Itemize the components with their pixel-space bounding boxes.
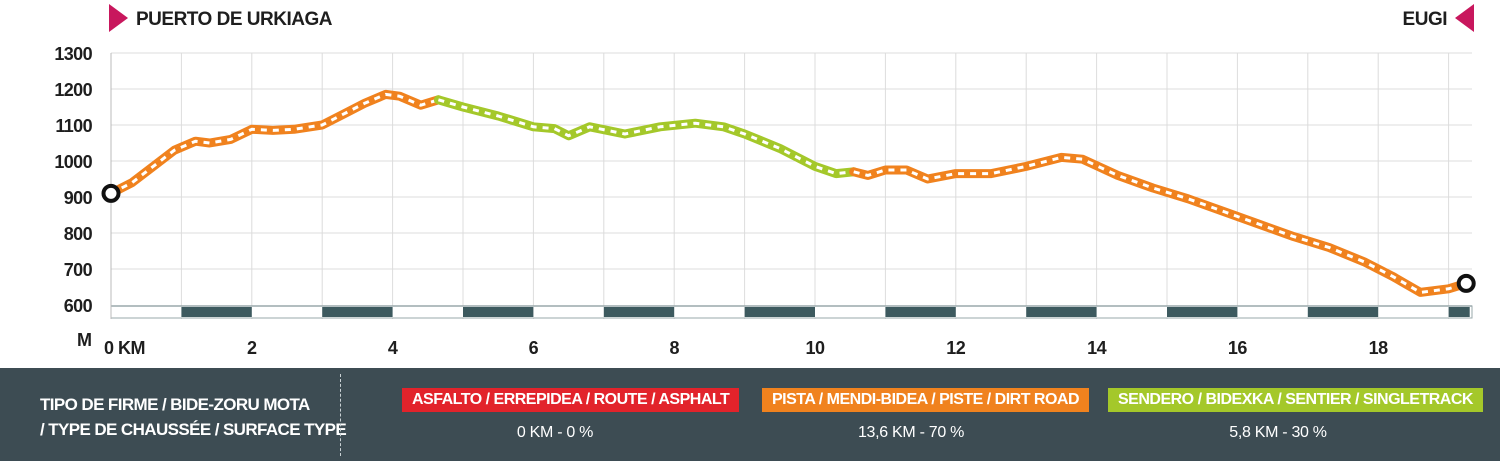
y-tick-label: 1100 — [55, 116, 92, 136]
elevation-chart-svg: 600 700 800 900 1000 1100 1200 1300 M 0 KM 2 4 6 8 10 1… — [54, 4, 1476, 358]
y-tick-label: 600 — [64, 296, 93, 316]
legend-item-dirt-road: PISTA / MENDI-BIDEA / PISTE / DIRT ROAD … — [762, 388, 1090, 442]
surface-band-segment — [463, 307, 534, 317]
end-label: EUGI — [1403, 9, 1448, 30]
surface-band-segment — [885, 307, 956, 317]
x-tick-label: 6 — [529, 338, 539, 358]
legend-item-asphalt: ASFALTO / ERREPIDEA / ROUTE / ASPHALT 0 … — [402, 388, 740, 442]
singletrack-stat: 5,8 KM - 30 % — [1229, 424, 1327, 441]
y-axis-unit-label: M — [77, 330, 92, 350]
surface-band-segment — [744, 307, 815, 317]
x-tick-label: 4 — [388, 338, 398, 358]
profile-segment-dirt-road — [849, 152, 1471, 297]
surface-band-segment — [322, 307, 393, 317]
asphalt-badge: ASFALTO / ERREPIDEA / ROUTE / ASPHALT — [402, 388, 740, 412]
surface-band-segment — [1307, 307, 1379, 317]
dirt-road-stat: 13,6 KM - 70 % — [857, 424, 965, 441]
dirt-road-badge: PISTA / MENDI-BIDEA / PISTE / DIRT ROAD — [762, 388, 1090, 412]
x-tick-label: 8 — [669, 338, 679, 358]
surface-band-segment — [1448, 307, 1470, 317]
profile-lines — [101, 89, 1476, 297]
profile-segment-dirt-road-dash — [110, 92, 439, 195]
surface-band-segment — [1026, 307, 1097, 317]
y-tick-label: 1200 — [54, 80, 92, 100]
surface-band-segment — [1167, 307, 1238, 317]
surface-band-segment — [603, 307, 675, 317]
asphalt-stat: 0 KM - 0 % — [516, 424, 594, 441]
grid — [110, 52, 1472, 319]
y-tick-label: 1300 — [54, 44, 92, 64]
legend-divider — [340, 374, 341, 456]
x-tick-label: 16 — [1228, 338, 1248, 358]
profile-segment-dirt-road-dash — [853, 155, 1467, 294]
surface-legend: TIPO DE FIRME / BIDE-ZORU MOTA / TYPE DE… — [0, 368, 1500, 461]
x-tick-label: 0 KM — [104, 338, 145, 358]
end-point-marker — [1456, 273, 1476, 293]
profile-segment-singletrack-dash — [437, 98, 854, 176]
x-tick-label: 12 — [946, 338, 966, 358]
end-flag-icon — [1455, 4, 1474, 32]
surface-band-segment — [181, 307, 252, 317]
profile-segment-singletrack — [433, 95, 859, 179]
start-label: PUERTO DE URKIAGA — [136, 9, 333, 30]
legend-title-line1: TIPO DE FIRME / BIDE-ZORU MOTA — [40, 395, 310, 414]
legend-title: TIPO DE FIRME / BIDE-ZORU MOTA / TYPE DE… — [40, 392, 347, 442]
surface-band — [110, 305, 1473, 319]
markers: PUERTO DE URKIAGA EUGI — [109, 4, 1474, 32]
x-tick-label: 2 — [247, 338, 257, 358]
y-tick-label: 1000 — [54, 152, 92, 172]
start-point-marker — [101, 183, 121, 203]
singletrack-badge: SENDERO / BIDEXKA / SENTIER / SINGLETRAC… — [1108, 388, 1483, 412]
x-tick-label: 10 — [805, 338, 825, 358]
y-tick-label: 900 — [64, 188, 93, 208]
y-tick-label: 700 — [64, 260, 93, 280]
x-tick-label: 18 — [1369, 338, 1389, 358]
legend-title-line2: / TYPE DE CHAUSSÉE / SURFACE TYPE — [40, 420, 347, 439]
y-tick-label: 800 — [64, 224, 93, 244]
x-tick-label: 14 — [1087, 338, 1107, 358]
start-flag-icon — [109, 4, 128, 32]
elevation-profile-chart: 600 700 800 900 1000 1100 1200 1300 M 0 KM 2 4 6 8 10 1… — [54, 4, 1476, 358]
profile-segment-dirt-road — [106, 89, 443, 198]
legend-item-singletrack: SENDERO / BIDEXKA / SENTIER / SINGLETRAC… — [1108, 388, 1483, 442]
